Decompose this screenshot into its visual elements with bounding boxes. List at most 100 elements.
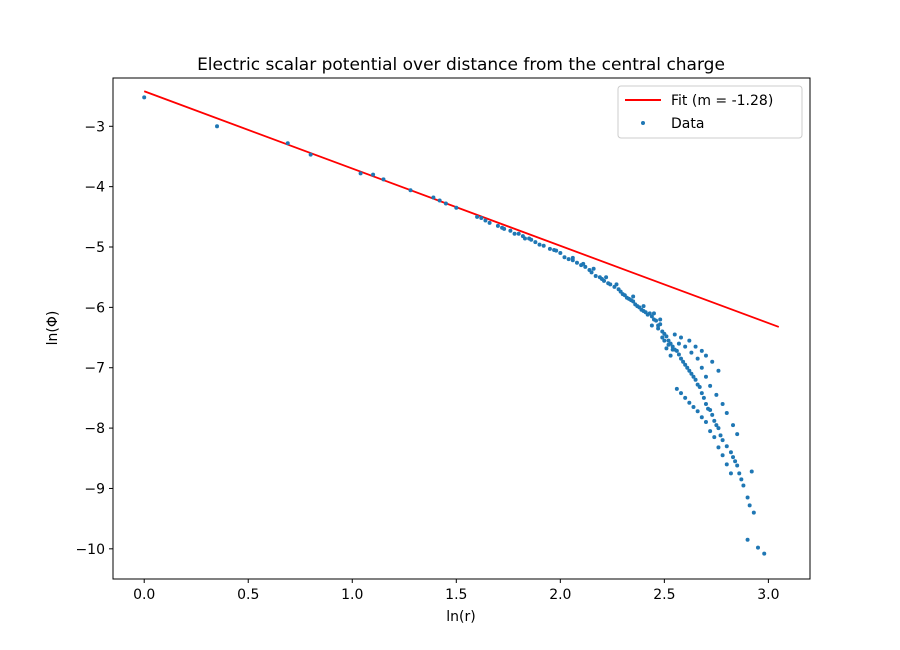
data-point xyxy=(660,335,665,340)
data-point xyxy=(658,322,663,327)
data-point xyxy=(495,223,500,228)
data-point xyxy=(703,401,708,406)
data-point xyxy=(693,344,698,349)
data-point xyxy=(710,412,715,417)
data-point xyxy=(737,471,742,476)
data-point xyxy=(604,275,609,280)
data-point xyxy=(685,365,690,370)
y-tick-label: −9 xyxy=(84,481,105,497)
data-point xyxy=(703,420,708,425)
data-point xyxy=(641,304,646,309)
data-point xyxy=(285,141,290,146)
data-points-layer xyxy=(142,95,767,556)
data-point xyxy=(739,477,744,482)
data-point xyxy=(454,205,459,210)
data-point xyxy=(562,255,567,260)
data-point xyxy=(741,483,746,488)
data-point xyxy=(500,225,505,230)
data-point xyxy=(703,353,708,358)
data-point xyxy=(408,188,413,193)
data-point xyxy=(664,334,669,339)
legend-data-label: Data xyxy=(671,116,704,132)
x-tick-label: 0.5 xyxy=(237,587,259,603)
data-point xyxy=(508,228,513,233)
data-point xyxy=(720,438,725,443)
y-tick-label: −7 xyxy=(84,361,105,377)
data-point xyxy=(649,323,654,328)
data-point xyxy=(693,377,698,382)
data-point xyxy=(689,350,694,355)
data-point xyxy=(745,537,750,542)
data-point xyxy=(670,344,675,349)
data-point xyxy=(728,471,733,476)
data-point xyxy=(614,282,619,287)
data-point xyxy=(735,432,740,437)
data-point xyxy=(215,124,220,129)
data-point xyxy=(437,198,442,203)
y-axis-label: ln(Φ) xyxy=(45,311,61,346)
data-point xyxy=(679,391,684,396)
data-point xyxy=(728,450,733,455)
data-point xyxy=(537,242,542,247)
data-point xyxy=(654,318,659,323)
data-point xyxy=(683,395,688,400)
data-point xyxy=(708,429,713,434)
data-point xyxy=(512,231,517,236)
data-point xyxy=(731,423,736,428)
data-point xyxy=(735,463,740,468)
data-point xyxy=(602,278,607,283)
data-point xyxy=(762,551,767,556)
data-point xyxy=(676,341,681,346)
x-tick-label: 1.0 xyxy=(341,587,363,603)
x-axis-label: ln(r) xyxy=(446,609,475,625)
y-axis-ticks: −3 −4 −5 −6 −7 −8 −9 −10 xyxy=(75,119,113,558)
data-point xyxy=(647,311,652,316)
data-point xyxy=(381,177,386,182)
data-point xyxy=(679,335,684,340)
data-point xyxy=(431,195,436,200)
data-point xyxy=(631,299,636,304)
data-point xyxy=(697,385,702,390)
data-point xyxy=(701,395,706,400)
data-point xyxy=(656,326,661,331)
data-point xyxy=(487,220,492,225)
data-point xyxy=(716,368,721,373)
data-point xyxy=(687,400,692,405)
data-point xyxy=(591,266,596,271)
data-point xyxy=(670,347,675,352)
data-point xyxy=(649,314,654,319)
data-point xyxy=(662,338,667,343)
data-point xyxy=(710,359,715,364)
data-point xyxy=(712,418,717,423)
data-point xyxy=(716,426,721,431)
data-point xyxy=(516,231,521,236)
data-point xyxy=(529,237,534,242)
data-point xyxy=(683,344,688,349)
x-tick-label: 2.0 xyxy=(549,587,571,603)
data-point xyxy=(558,251,563,256)
data-point xyxy=(570,255,575,260)
fit-line xyxy=(143,90,780,328)
data-point xyxy=(533,240,538,245)
data-point xyxy=(566,257,571,262)
data-point xyxy=(716,445,721,450)
data-point xyxy=(475,214,480,219)
y-tick-label: −6 xyxy=(84,300,105,316)
data-point xyxy=(547,246,552,251)
data-point xyxy=(583,264,588,269)
data-point xyxy=(699,415,704,420)
data-point xyxy=(589,270,594,275)
data-point xyxy=(720,401,725,406)
data-point xyxy=(631,294,636,299)
data-point xyxy=(674,386,679,391)
data-point xyxy=(703,374,708,379)
data-point xyxy=(683,362,688,367)
data-point xyxy=(708,383,713,388)
data-point xyxy=(658,317,663,322)
data-point xyxy=(554,248,559,253)
data-point xyxy=(731,455,736,460)
fit-line-layer xyxy=(143,90,780,328)
y-tick-label: −5 xyxy=(84,240,105,256)
data-point xyxy=(522,236,527,241)
